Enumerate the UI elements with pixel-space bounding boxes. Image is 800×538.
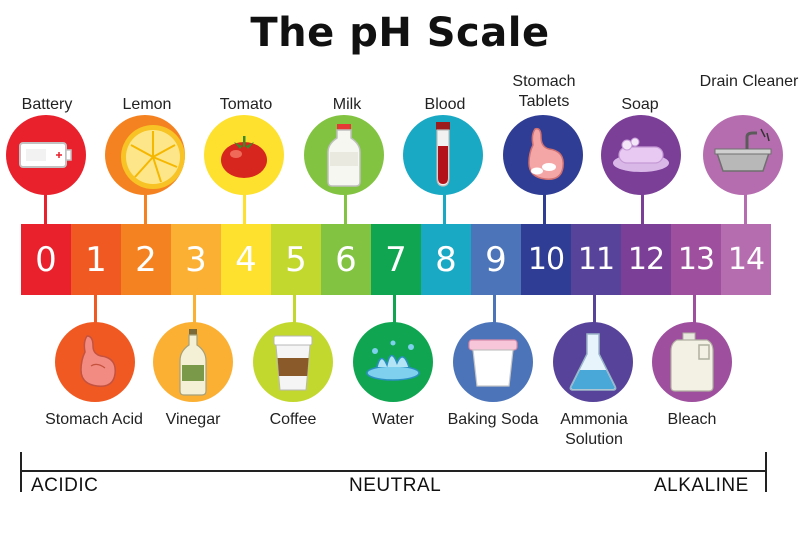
label-milk: Milk <box>332 96 362 113</box>
battery-icon <box>19 142 72 168</box>
circle-battery <box>6 115 86 195</box>
circle-milk <box>304 115 384 195</box>
circle-ammonia-solution <box>553 322 633 402</box>
axis-tick-left <box>20 452 22 492</box>
circle-vinegar <box>153 322 233 402</box>
stem-bleach <box>693 295 696 325</box>
label-vinegar: Vinegar <box>165 411 221 428</box>
axis-label-acidic: ACIDIC <box>31 475 99 496</box>
label-coffee: Coffee <box>269 411 317 428</box>
stem-coffee <box>293 295 296 325</box>
stem-soap <box>641 190 644 224</box>
label-bleach: Bleach <box>667 411 717 428</box>
circle-stomach-tablets <box>503 115 583 195</box>
stem-battery <box>44 190 47 224</box>
circle-lemon <box>105 115 185 195</box>
ph-cell-7: 7 <box>371 224 421 295</box>
label-battery: Battery <box>21 96 73 113</box>
circle-soap <box>601 115 681 195</box>
coffee-cup-icon <box>273 335 313 391</box>
ph-cell-14: 14 <box>721 224 771 295</box>
stomach-icon <box>80 335 116 387</box>
water-splash-icon <box>366 340 420 381</box>
circle-tomato <box>204 115 284 195</box>
ph-cell-11: 11 <box>571 224 621 295</box>
stem-ammonia-solution <box>593 295 596 325</box>
drain-sink-icon <box>714 128 772 172</box>
circle-blood <box>403 115 483 195</box>
label-stomach-tablets: Stomach Tablets <box>512 73 576 110</box>
bleach-jug-icon <box>670 332 714 392</box>
vinegar-bottle-icon <box>179 329 207 396</box>
stomach-tablets-icon <box>528 127 564 180</box>
label-lemon: Lemon <box>122 96 172 113</box>
stem-water <box>393 295 396 325</box>
lemon-icon <box>121 125 185 189</box>
label-water: Water <box>371 411 415 428</box>
flask-icon <box>569 333 617 391</box>
circle-coffee <box>253 322 333 402</box>
stem-baking-soda <box>493 295 496 325</box>
tomato-icon <box>221 136 267 178</box>
ph-cell-1: 1 <box>71 224 121 295</box>
ph-cell-5: 5 <box>271 224 321 295</box>
stem-milk <box>344 190 347 224</box>
stem-stomach-tablets <box>543 190 546 224</box>
stem-lemon <box>144 190 147 224</box>
stem-drain-cleaner <box>744 190 747 224</box>
label-tomato: Tomato <box>219 96 273 113</box>
page-title: The pH Scale <box>250 10 550 56</box>
circle-stomach-acid <box>55 322 135 402</box>
ph-cell-0: 0 <box>21 224 71 295</box>
acidity-axis-line <box>21 470 767 472</box>
blood-tube-icon <box>436 122 450 187</box>
baking-soda-tub-icon <box>468 339 518 387</box>
milk-bottle-icon <box>327 124 361 187</box>
label-blood: Blood <box>424 96 466 113</box>
ph-cell-3: 3 <box>171 224 221 295</box>
ph-cell-10: 10 <box>521 224 571 295</box>
ph-cell-12: 12 <box>621 224 671 295</box>
ph-cell-13: 13 <box>671 224 721 295</box>
ph-cell-6: 6 <box>321 224 371 295</box>
ph-cell-4: 4 <box>221 224 271 295</box>
stem-blood <box>443 190 446 224</box>
label-soap: Soap <box>621 96 659 113</box>
ph-cell-8: 8 <box>421 224 471 295</box>
circle-water <box>353 322 433 402</box>
stem-stomach-acid <box>94 295 97 325</box>
soap-icon <box>613 137 669 172</box>
label-baking-soda: Baking Soda <box>447 411 539 428</box>
label-ammonia-solution: Ammonia Solution <box>560 411 628 448</box>
axis-tick-right <box>765 452 767 492</box>
circle-bleach <box>652 322 732 402</box>
circle-baking-soda <box>453 322 533 402</box>
label-stomach-acid: Stomach Acid <box>45 411 143 428</box>
ph-cell-2: 2 <box>121 224 171 295</box>
stem-vinegar <box>193 295 196 325</box>
ph-cell-9: 9 <box>471 224 521 295</box>
axis-label-alkaline: ALKALINE <box>654 475 749 496</box>
label-drain-cleaner: Drain Cleaner <box>699 73 799 90</box>
stem-tomato <box>243 190 246 224</box>
axis-label-neutral: NEUTRAL <box>349 475 442 496</box>
circle-drain-cleaner <box>703 115 783 195</box>
